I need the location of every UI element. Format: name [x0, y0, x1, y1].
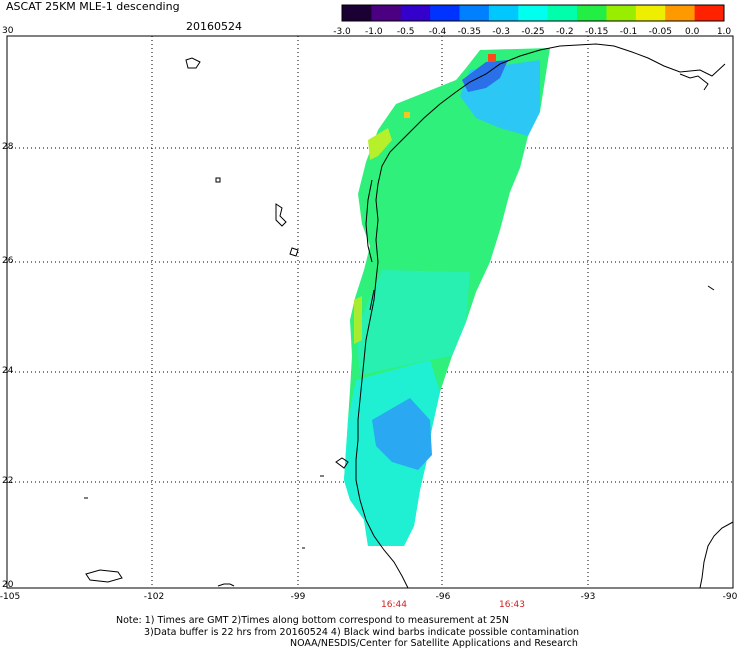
- lat-label-22: 22: [2, 476, 14, 486]
- lon-label-102: -102: [143, 592, 165, 602]
- pass-time-2: 16:43: [499, 600, 525, 610]
- product-date: 20160524: [186, 20, 242, 33]
- swath-orange-pixel: [404, 112, 410, 118]
- colorbar-tick-label: -0.25: [521, 27, 545, 37]
- swath-yellow-edge: [368, 128, 392, 160]
- colorbar-swatch: [488, 5, 519, 21]
- colorbar-tick-label: -0.2: [556, 27, 574, 37]
- colorbar-swatch: [371, 5, 402, 21]
- lon-label-99: -99: [290, 592, 306, 602]
- colorbar-swatch: [547, 5, 578, 21]
- coastline: [355, 43, 734, 589]
- colorbar-swatch: [518, 5, 549, 21]
- colorbar-tick-label: -0.35: [457, 27, 481, 37]
- lat-label-28: 28: [2, 142, 14, 152]
- yucatan-coast: [699, 521, 734, 589]
- colorbar: [341, 4, 725, 22]
- colorbar-tick-label: -0.1: [619, 27, 638, 37]
- swath-cyan-mid: [356, 270, 470, 375]
- lat-label-26: 26: [2, 256, 14, 266]
- colorbar-swatch: [430, 5, 461, 21]
- colorbar-swatch: [665, 5, 696, 21]
- pass-time-1: 16:44: [381, 600, 407, 610]
- barrier-island: [365, 179, 373, 263]
- colorbar-swatch: [459, 5, 490, 21]
- lat-label-30: 30: [2, 26, 14, 36]
- lon-label-96: -96: [435, 592, 451, 602]
- note-line-3: NOAA/NESDIS/Center for Satellite Applica…: [290, 638, 578, 649]
- colorbar-tick-label: 1.0: [716, 27, 732, 37]
- ascat-swath: [344, 48, 550, 546]
- lat-label-20: 20: [2, 580, 14, 590]
- swath-blue-south: [372, 398, 432, 470]
- product-title: ASCAT 25KM MLE-1 descending: [6, 0, 180, 13]
- colorbar-tick-label: 0.0: [684, 27, 700, 37]
- colorbar-swatch: [342, 5, 372, 21]
- colorbar-swatch: [635, 5, 666, 21]
- lon-label-90: -90: [722, 592, 738, 602]
- swath-yellow-edge2: [354, 296, 362, 344]
- colorbar-tick-label: -0.4: [428, 27, 447, 37]
- colorbar-tick-label: -0.5: [396, 27, 415, 37]
- colorbar-frame: [341, 4, 725, 22]
- colorbar-tick-label: -0.3: [492, 27, 510, 37]
- colorbar-swatch: [606, 5, 637, 21]
- swath-darkblue-north: [462, 60, 508, 92]
- barrier-island-2: [369, 289, 375, 311]
- lon-label-93: -93: [580, 592, 596, 602]
- lat-label-24: 24: [2, 366, 14, 376]
- note-line-2: 3)Data buffer is 22 hrs from 20160524 4)…: [144, 627, 580, 638]
- lon-label-105: -105: [0, 592, 21, 602]
- note-line-1: Note: 1) Times are GMT 2)Times along bot…: [116, 615, 509, 626]
- gulf-coastline: [355, 43, 726, 589]
- colorbar-swatch: [400, 5, 431, 21]
- colorbar-tick-label: -0.15: [585, 27, 609, 37]
- colorbar-tick-label: -3.0: [333, 27, 351, 37]
- colorbar-tick-label: -0.05: [648, 27, 672, 37]
- inland-features: [84, 57, 715, 587]
- colorbar-swatch: [577, 5, 607, 21]
- colorbar-tick-label: -1.0: [365, 27, 383, 37]
- colorbar-swatch: [694, 5, 725, 21]
- swath-red-pixel: [488, 54, 496, 62]
- map-frame: [6, 35, 734, 589]
